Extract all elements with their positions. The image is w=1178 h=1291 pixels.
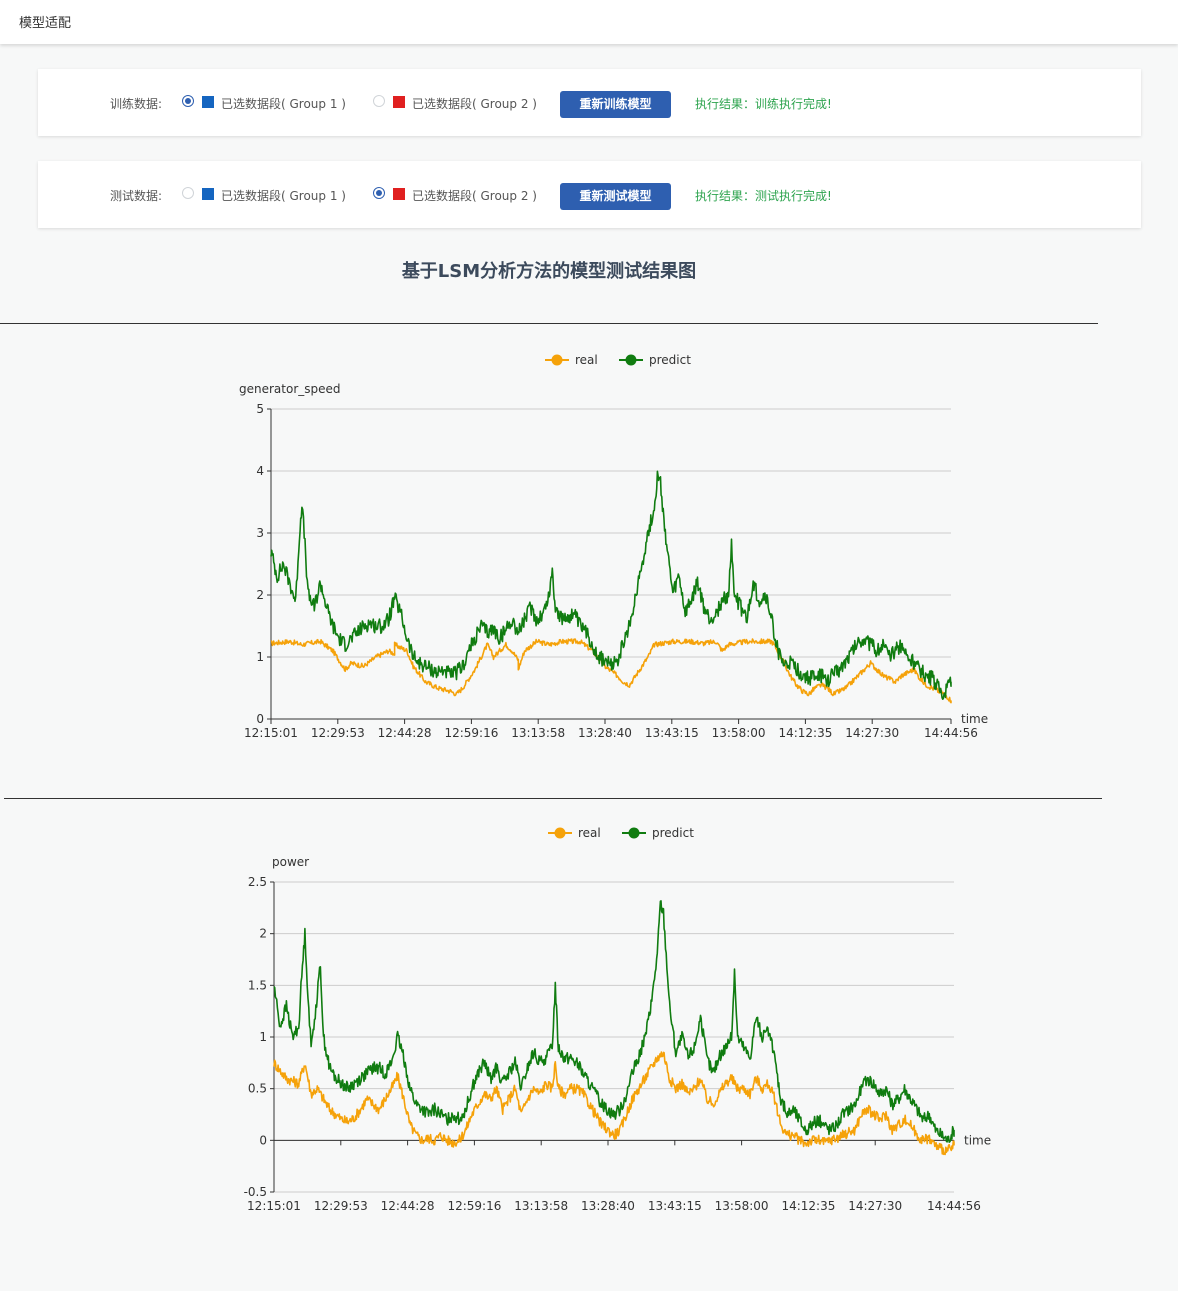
x-tick-label: 13:43:15	[648, 1199, 702, 1213]
train-group2-radio[interactable]	[373, 95, 385, 107]
group2-color-swatch	[393, 96, 405, 108]
y-tick-label: 4	[256, 464, 264, 478]
y-tick-label: 1	[256, 650, 264, 664]
test-group2-label: 已选数据段( Group 2 )	[412, 189, 537, 203]
x-tick-label: 14:27:30	[845, 726, 899, 740]
y-tick-label: 1	[259, 1030, 267, 1044]
power-chart: -0.5 0 0.5 1 1.5 2 2.5 12:15:01 12:29:53 12:44:28…	[0, 815, 1178, 1225]
y-tick-label: 0	[259, 1133, 267, 1147]
series-real-line	[270, 638, 952, 704]
y-tick-label: 2.5	[248, 875, 267, 889]
group1-color-swatch	[202, 188, 214, 200]
legend-real-marker	[554, 827, 566, 839]
y-tick-label: 2	[259, 927, 267, 941]
retest-model-button[interactable]: 重新测试模型	[560, 183, 671, 210]
series-predict-line	[273, 900, 955, 1144]
page-title: 基于LSM分析方法的模型测试结果图	[401, 261, 697, 282]
x-axis-title: time	[961, 712, 988, 726]
power-chart-svg: -0.5 0 0.5 1 1.5 2 2.5 12:15:01 12:29:53 12:44:28…	[244, 826, 992, 1213]
test-result-text: 执行结果：测试执行完成!	[695, 189, 832, 203]
legend-real-marker	[551, 354, 563, 366]
chart1-divider	[0, 323, 1098, 324]
x-tick-label: 13:28:40	[578, 726, 632, 740]
test-group2-radio[interactable]	[373, 187, 385, 199]
x-tick-label: 12:15:01	[247, 1199, 301, 1213]
x-tick-label: 13:43:15	[645, 726, 699, 740]
series-real-line	[273, 1051, 955, 1156]
legend-predict-label: predict	[649, 353, 691, 367]
legend-predict-label: predict	[652, 826, 694, 840]
y-tick-label: 5	[256, 402, 264, 416]
x-tick-label: 14:44:56	[927, 1199, 981, 1213]
y-tick-label: 0.5	[248, 1082, 267, 1096]
generator-speed-chart: 0 1 2 3 4 5 12:15:01 12:29:53 12:44:28 12:59:16 13…	[0, 340, 1178, 760]
x-tick-label: 13:28:40	[581, 1199, 635, 1213]
y-tick-label: 2	[256, 588, 264, 602]
y-tick-label: -0.5	[244, 1185, 267, 1199]
y-tick-label: 0	[256, 712, 264, 726]
x-tick-label: 13:13:58	[511, 726, 565, 740]
group1-color-swatch	[202, 96, 214, 108]
app-title: 模型适配	[19, 16, 72, 31]
legend-predict-marker	[625, 354, 637, 366]
x-tick-label: 12:29:53	[314, 1199, 368, 1213]
x-tick-label: 13:58:00	[712, 726, 766, 740]
retrain-model-button[interactable]: 重新训练模型	[560, 91, 671, 118]
generator-speed-chart-svg: 0 1 2 3 4 5 12:15:01 12:29:53 12:44:28 12:59:16 13…	[239, 353, 988, 740]
train-group2-label: 已选数据段( Group 2 )	[412, 97, 537, 111]
test-panel: 测试数据: 已选数据段( Group 1 ) 已选数据段( Group 2 ) …	[38, 161, 1141, 228]
y-tick-label: 1.5	[248, 978, 267, 992]
train-panel: 训练数据: 已选数据段( Group 1 ) 已选数据段( Group 2 ) …	[38, 69, 1141, 136]
x-tick-label: 12:29:53	[311, 726, 365, 740]
x-tick-label: 13:13:58	[514, 1199, 568, 1213]
x-tick-label: 14:44:56	[924, 726, 978, 740]
test-label: 测试数据:	[110, 189, 163, 203]
top-bar: 模型适配	[0, 0, 1178, 44]
x-axis-title: time	[964, 1133, 991, 1147]
group2-color-swatch	[393, 188, 405, 200]
test-group1-label: 已选数据段( Group 1 )	[221, 189, 346, 203]
x-tick-label: 14:12:35	[781, 1199, 835, 1213]
y-axis-title: power	[272, 855, 309, 869]
x-tick-label: 12:59:16	[444, 726, 498, 740]
x-tick-label: 12:44:28	[381, 1199, 435, 1213]
x-tick-label: 14:12:35	[778, 726, 832, 740]
legend-real-label: real	[578, 826, 601, 840]
legend-predict-marker	[628, 827, 640, 839]
chart2-divider	[4, 798, 1102, 799]
series-predict-line	[270, 470, 952, 701]
legend-real-label: real	[575, 353, 598, 367]
train-group1-label: 已选数据段( Group 1 )	[221, 97, 346, 111]
train-group1-radio[interactable]	[182, 95, 194, 107]
x-tick-label: 14:27:30	[848, 1199, 902, 1213]
train-result-text: 执行结果：训练执行完成!	[695, 97, 832, 111]
x-tick-label: 13:58:00	[715, 1199, 769, 1213]
x-tick-label: 12:59:16	[447, 1199, 501, 1213]
x-tick-label: 12:15:01	[244, 726, 298, 740]
train-label: 训练数据:	[110, 97, 163, 111]
y-tick-label: 3	[256, 526, 264, 540]
y-axis-title: generator_speed	[239, 382, 341, 396]
test-group1-radio[interactable]	[182, 187, 194, 199]
x-tick-label: 12:44:28	[378, 726, 432, 740]
